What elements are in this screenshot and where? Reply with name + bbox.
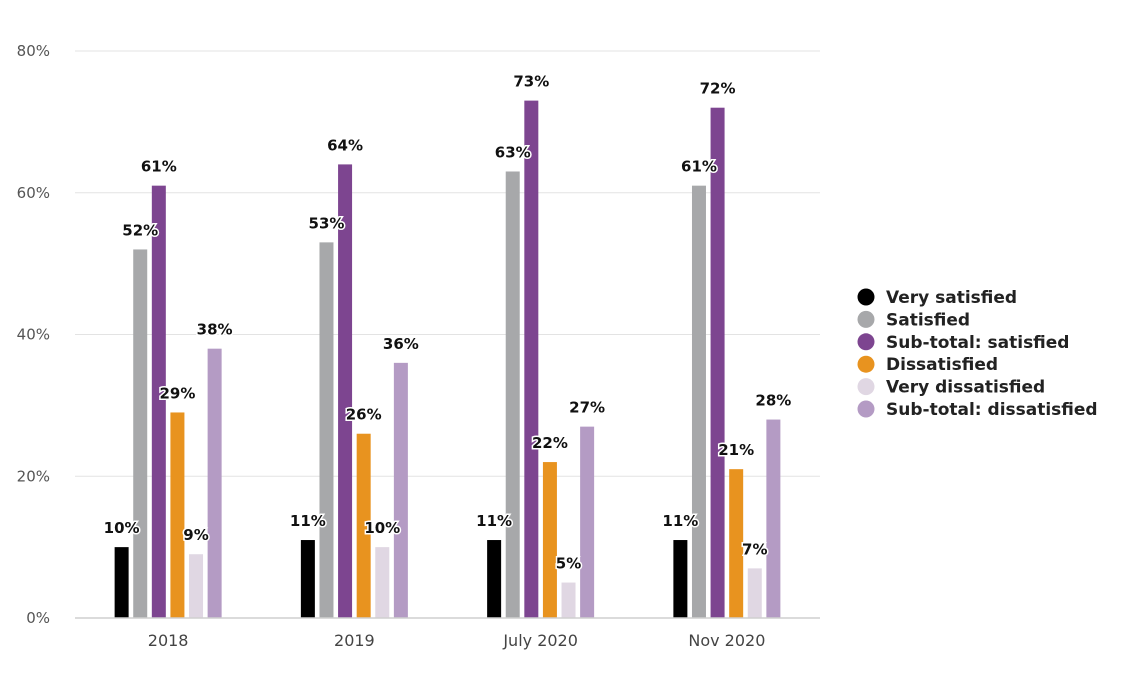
data-label: 52%: [122, 221, 158, 239]
data-label: 61%: [681, 158, 717, 176]
data-label: 36%: [383, 335, 419, 353]
bar: [729, 469, 744, 618]
legend-item[interactable]: Satisfied: [857, 310, 971, 330]
bar: [114, 547, 129, 618]
bar: [542, 462, 557, 618]
y-tick-label: 0%: [26, 609, 50, 627]
bar: [561, 582, 576, 618]
data-label: 63%: [495, 143, 531, 161]
legend-marker: [857, 378, 875, 396]
bar: [170, 412, 185, 618]
data-label: 27%: [569, 399, 605, 417]
data-label: 9%: [183, 526, 208, 544]
bar: [189, 554, 204, 618]
x-tick-label: 2018: [148, 631, 189, 650]
legend-marker: [857, 333, 875, 351]
legend-marker: [857, 310, 875, 328]
legend-label: Sub-total: satisfied: [886, 333, 1069, 353]
bar: [487, 540, 502, 618]
bar: [393, 362, 408, 618]
gridlines: [75, 50, 820, 477]
data-label: 28%: [755, 392, 791, 410]
data-label: 64%: [327, 136, 363, 154]
axes: 0% 20% 40% 60% 80% 2018 2019 July 2020 Nov 2020: [17, 42, 820, 650]
bar: [691, 185, 706, 618]
data-label: 73%: [513, 73, 549, 91]
y-tick-label: 40%: [17, 326, 50, 344]
legend-marker: [857, 355, 875, 373]
data-label: 72%: [700, 80, 736, 98]
data-label: 10%: [364, 519, 400, 537]
legend-item[interactable]: Sub-total: satisfied: [857, 333, 1070, 353]
bar: [673, 540, 688, 618]
legend-label: Very dissatisfied: [886, 378, 1045, 398]
y-tick-label: 60%: [17, 184, 50, 202]
data-labels: 10% 52% 61% 29% 9% 38% 11% 53% 64% 26% 10% 36% 11% 63…: [102, 71, 793, 574]
x-tick-label: 2019: [334, 631, 375, 650]
bars: [114, 100, 781, 619]
x-tick-label: Nov 2020: [688, 631, 765, 650]
y-tick-label: 80%: [17, 42, 50, 60]
data-label: 61%: [141, 158, 177, 176]
data-label: 5%: [556, 555, 581, 573]
legend-label: Satisfied: [886, 310, 970, 330]
x-tick-label: July 2020: [502, 631, 578, 650]
data-label: 11%: [662, 512, 698, 530]
bar: [356, 433, 371, 618]
data-label: 38%: [197, 321, 233, 339]
bar: [524, 100, 539, 619]
legend-marker: [857, 400, 875, 418]
bar: [133, 249, 148, 618]
data-label: 11%: [476, 512, 512, 530]
data-label: 29%: [159, 384, 195, 402]
bar: [207, 348, 222, 618]
bar: [319, 242, 334, 619]
data-label: 11%: [290, 512, 326, 530]
bar: [766, 419, 781, 618]
legend-label: Sub-total: dissatisfied: [886, 400, 1098, 420]
bar: [747, 568, 762, 618]
legend-item[interactable]: Very satisfied: [857, 288, 1018, 308]
data-label: 53%: [309, 214, 345, 232]
bar: [505, 171, 520, 619]
legend-marker: [857, 288, 875, 306]
data-label: 21%: [718, 441, 754, 459]
legend-label: Dissatisfied: [886, 355, 998, 375]
bar: [300, 540, 315, 618]
bar: [338, 164, 353, 618]
legend-item[interactable]: Dissatisfied: [857, 355, 999, 375]
data-label: 22%: [532, 434, 568, 452]
legend-label: Very satisfied: [886, 288, 1017, 308]
y-tick-label: 20%: [17, 467, 50, 485]
data-label: 7%: [742, 540, 767, 558]
bar: [580, 426, 595, 618]
data-label: 10%: [104, 519, 140, 537]
legend-item[interactable]: Sub-total: dissatisfied: [857, 400, 1098, 420]
bar: [151, 185, 166, 618]
legend-item[interactable]: Very dissatisfied: [857, 378, 1046, 398]
bar: [710, 107, 725, 618]
data-label: 26%: [346, 406, 382, 424]
bar: [375, 547, 390, 618]
